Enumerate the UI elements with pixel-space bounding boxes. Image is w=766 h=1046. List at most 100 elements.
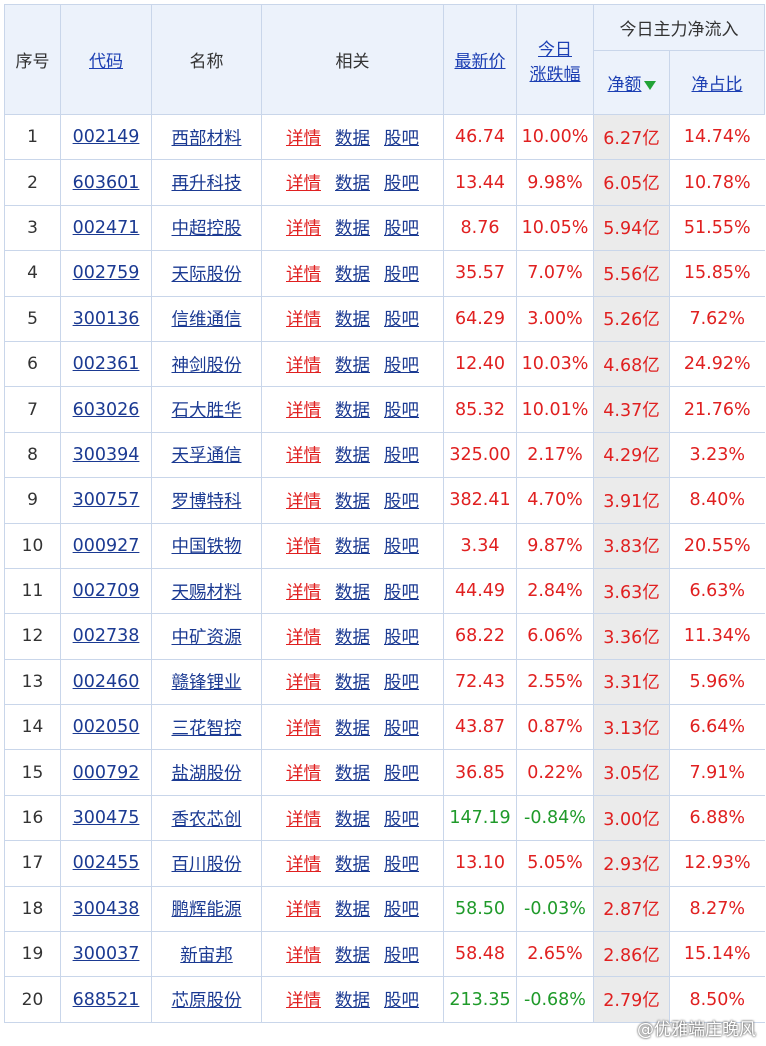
stock-code-link[interactable]: 603601 [72,172,140,193]
forum-link[interactable]: 股吧 [384,264,419,285]
stock-code-link[interactable]: 300037 [72,944,140,965]
stock-name-link[interactable]: 鹏辉能源 [171,900,242,921]
data-link[interactable]: 数据 [335,355,370,376]
col-price[interactable]: 最新价 [443,4,517,115]
sort-net-ratio-link[interactable]: 净占比 [691,75,743,95]
stock-code-link[interactable]: 300475 [72,808,140,829]
stock-code-link[interactable]: 002149 [72,127,140,148]
detail-link[interactable]: 详情 [286,854,321,875]
forum-link[interactable]: 股吧 [384,310,419,331]
sort-code-link[interactable]: 代码 [89,52,123,72]
detail-link[interactable]: 详情 [286,219,321,240]
forum-link[interactable]: 股吧 [384,446,419,467]
forum-link[interactable]: 股吧 [384,854,419,875]
detail-link[interactable]: 详情 [286,264,321,285]
detail-link[interactable]: 详情 [286,582,321,603]
forum-link[interactable]: 股吧 [384,809,419,830]
stock-code-link[interactable]: 002050 [72,717,140,738]
detail-link[interactable]: 详情 [286,128,321,149]
data-link[interactable]: 数据 [335,446,370,467]
stock-name-link[interactable]: 天赐材料 [171,582,242,603]
forum-link[interactable]: 股吧 [384,764,419,785]
stock-name-link[interactable]: 再升科技 [171,174,242,195]
detail-link[interactable]: 详情 [286,627,321,648]
stock-name-link[interactable]: 石大胜华 [171,401,242,422]
detail-link[interactable]: 详情 [286,310,321,331]
sort-price-link[interactable]: 最新价 [454,52,506,72]
forum-link[interactable]: 股吧 [384,491,419,512]
sort-change-link-line1[interactable]: 今日 [538,39,572,60]
detail-link[interactable]: 详情 [286,900,321,921]
detail-link[interactable]: 详情 [286,355,321,376]
data-link[interactable]: 数据 [335,219,370,240]
col-code[interactable]: 代码 [60,4,152,115]
data-link[interactable]: 数据 [335,264,370,285]
data-link[interactable]: 数据 [335,945,370,966]
forum-link[interactable]: 股吧 [384,673,419,694]
stock-code-link[interactable]: 002455 [72,853,140,874]
stock-code-link[interactable]: 300757 [72,490,140,511]
stock-name-link[interactable]: 三花智控 [171,718,242,739]
stock-code-link[interactable]: 688521 [72,989,140,1010]
detail-link[interactable]: 详情 [286,991,321,1012]
stock-name-link[interactable]: 天孚通信 [171,446,242,467]
stock-code-link[interactable]: 002738 [72,626,140,647]
stock-name-link[interactable]: 中国铁物 [171,537,242,558]
detail-link[interactable]: 详情 [286,809,321,830]
stock-name-link[interactable]: 百川股份 [171,854,242,875]
data-link[interactable]: 数据 [335,991,370,1012]
stock-code-link[interactable]: 002759 [72,263,140,284]
detail-link[interactable]: 详情 [286,673,321,694]
stock-name-link[interactable]: 西部材料 [171,128,242,149]
stock-code-link[interactable]: 002709 [72,581,140,602]
data-link[interactable]: 数据 [335,310,370,331]
stock-name-link[interactable]: 中超控股 [171,219,242,240]
data-link[interactable]: 数据 [335,174,370,195]
stock-name-link[interactable]: 中矿资源 [171,627,242,648]
forum-link[interactable]: 股吧 [384,991,419,1012]
detail-link[interactable]: 详情 [286,446,321,467]
stock-name-link[interactable]: 香农芯创 [171,809,242,830]
data-link[interactable]: 数据 [335,673,370,694]
data-link[interactable]: 数据 [335,764,370,785]
forum-link[interactable]: 股吧 [384,219,419,240]
stock-name-link[interactable]: 罗博特科 [171,491,242,512]
detail-link[interactable]: 详情 [286,718,321,739]
stock-code-link[interactable]: 002460 [72,671,140,692]
data-link[interactable]: 数据 [335,401,370,422]
forum-link[interactable]: 股吧 [384,945,419,966]
forum-link[interactable]: 股吧 [384,174,419,195]
data-link[interactable]: 数据 [335,537,370,558]
stock-code-link[interactable]: 300438 [72,898,140,919]
stock-name-link[interactable]: 天际股份 [171,264,242,285]
stock-code-link[interactable]: 002361 [72,354,140,375]
stock-name-link[interactable]: 赣锋锂业 [171,673,242,694]
forum-link[interactable]: 股吧 [384,718,419,739]
stock-code-link[interactable]: 000927 [72,535,140,556]
data-link[interactable]: 数据 [335,854,370,875]
stock-code-link[interactable]: 000792 [72,762,140,783]
data-link[interactable]: 数据 [335,491,370,512]
stock-code-link[interactable]: 002471 [72,217,140,238]
data-link[interactable]: 数据 [335,582,370,603]
detail-link[interactable]: 详情 [286,401,321,422]
detail-link[interactable]: 详情 [286,491,321,512]
col-net-ratio[interactable]: 净占比 [669,50,765,115]
detail-link[interactable]: 详情 [286,945,321,966]
forum-link[interactable]: 股吧 [384,582,419,603]
forum-link[interactable]: 股吧 [384,627,419,648]
stock-name-link[interactable]: 新宙邦 [180,945,233,966]
forum-link[interactable]: 股吧 [384,401,419,422]
col-change[interactable]: 今日 涨跌幅 [516,4,594,115]
stock-name-link[interactable]: 神剑股份 [171,355,242,376]
col-net-amount[interactable]: 净额 [593,50,670,115]
data-link[interactable]: 数据 [335,128,370,149]
forum-link[interactable]: 股吧 [384,355,419,376]
stock-code-link[interactable]: 300136 [72,308,140,329]
forum-link[interactable]: 股吧 [384,128,419,149]
stock-name-link[interactable]: 信维通信 [171,310,242,331]
detail-link[interactable]: 详情 [286,764,321,785]
detail-link[interactable]: 详情 [286,174,321,195]
sort-net-amount-link[interactable]: 净额 [607,75,642,95]
detail-link[interactable]: 详情 [286,537,321,558]
